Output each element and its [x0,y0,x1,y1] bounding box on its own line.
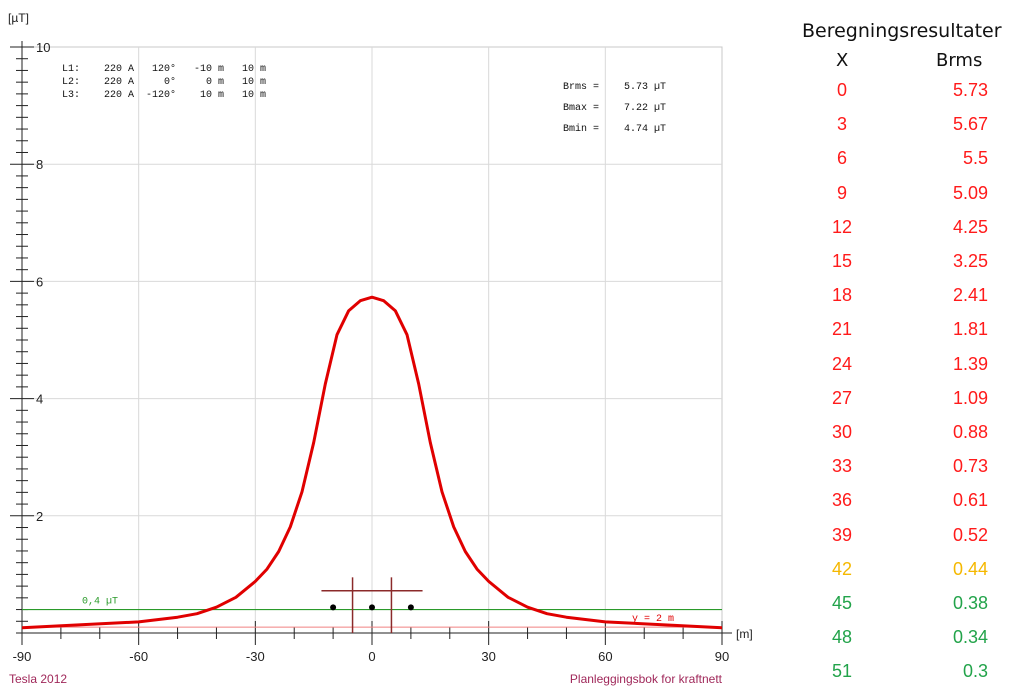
y-tick-label: 2 [36,509,43,524]
x-tick-label: 90 [715,649,729,664]
results-row: 0 5.73 [792,80,1016,114]
results-x-value: 27 [831,387,853,408]
results-row: 3 5.67 [792,114,1016,148]
results-x-value: 39 [831,524,853,545]
results-row: 21 1.81 [792,319,1016,353]
conductor-point [369,604,375,611]
results-brms-value: 1.81 [952,319,988,340]
stat-value: 7.22 µT [624,103,666,114]
x-tick-label: -60 [129,649,148,664]
results-x-value: 48 [831,627,853,648]
results-x-value: 21 [831,319,853,340]
results-brms-value: 5.73 [952,80,988,100]
results-row: 33 0.73 [792,456,1016,490]
stat-value: 4.74 µT [624,124,666,135]
brms-curve [21,295,723,630]
results-row: 27 1.09 [792,388,1016,422]
footer-right: Planleggingsbok for kraftnett [570,672,723,686]
results-title: Beregningsresultater [802,20,1002,42]
results-row: 39 0.52 [792,525,1016,559]
results-row: 48 0.34 [792,627,1016,661]
reference-line-label: 0,4 µT [82,597,118,608]
results-brms-value: 0.3 [962,661,988,682]
results-brms-value: 5.5 [962,148,988,169]
results-brms-value: 0.44 [952,558,988,579]
results-x-value: 9 [836,182,847,203]
results-row: 42 0.44 [792,559,1016,593]
results-row: 18 2.41 [792,285,1016,319]
results-x-value: 6 [836,148,847,169]
results-row: 30 0.88 [792,422,1016,456]
footer-left: Tesla 2012 [9,672,67,686]
conductor-point [330,604,337,611]
results-row: 12 4.25 [792,217,1016,251]
results-x-value: 3 [836,114,847,135]
x-tick-label: -30 [246,649,265,664]
results-x-value: 33 [831,456,853,477]
results-row: 9 5.09 [792,183,1016,217]
stat-label: Brms = [563,82,599,93]
y-unit-label: [µT] [8,11,29,25]
phase-info-line: L3: 220 A -120° 10 m 10 m [62,89,266,101]
results-brms-value: 1.09 [952,387,988,408]
phase-info-line: L2: 220 A 0° 0 m 10 m [62,76,266,88]
results-x-value: 24 [831,353,853,374]
y-tick-label: 10 [36,40,50,55]
results-brms-value: 0.61 [952,490,988,511]
results-row: 24 1.39 [792,354,1016,388]
results-brms-value: 0.88 [952,422,988,442]
results-brms-value: 0.73 [952,456,988,477]
results-brms-value: 5.67 [952,114,988,135]
y-tick-label: 4 [36,392,43,407]
results-brms-value: 3.25 [952,251,988,271]
results-x-value: 12 [831,216,853,237]
results-x-value: 36 [831,490,853,511]
results-brms-value: 5.09 [952,182,988,203]
results-x-value: 42 [831,558,853,579]
results-x-value: 15 [831,251,853,271]
results-brms-value: 4.25 [952,216,988,237]
results-row: 45 0.38 [792,593,1016,627]
height-line-label: y = 2 m [632,614,674,625]
results-x-value: 18 [831,285,853,306]
results-row: 51 0.3 [792,661,1016,689]
results-brms-value: 2.41 [952,285,988,306]
results-col-brms-header: Brms [936,50,983,71]
results-row: 6 5.5 [792,148,1016,182]
conductor-point [407,604,414,611]
x-tick-label: -90 [13,649,32,664]
results-brms-value: 0.38 [952,593,988,613]
y-tick-label: 6 [36,274,43,289]
phase-info-line: L1: 220 A 120° -10 m 10 m [62,63,266,75]
stat-label: Bmax = [563,103,599,114]
results-x-value: 0 [836,80,847,100]
stat-label: Bmin = [563,123,599,135]
results-x-value: 30 [831,422,853,442]
stat-value: 5.73 µT [624,82,666,93]
x-unit-label: [m] [736,627,753,641]
results-brms-value: 0.52 [952,524,988,545]
x-tick-label: 60 [598,649,612,664]
results-x-value: 45 [831,593,853,613]
magnetic-field-chart: 2 4 6 8 10 -90 -60 -30 0 30 60 90 [µT] [m] 0,4 µT y = 2… [8,11,753,686]
results-row: 15 3.25 [792,251,1016,285]
results-brms-value: 0.34 [952,627,988,648]
results-panel: Beregningsresultater X Brms 0 5.73 3 5.67 6 5… [792,0,1016,689]
x-tick-label: 30 [481,649,495,664]
x-tick-label: 0 [368,649,375,664]
results-col-x-header: X [836,50,849,71]
y-tick-label: 8 [36,157,43,172]
results-row: 36 0.61 [792,490,1016,524]
results-brms-value: 1.39 [952,353,988,374]
results-x-value: 51 [831,661,853,682]
